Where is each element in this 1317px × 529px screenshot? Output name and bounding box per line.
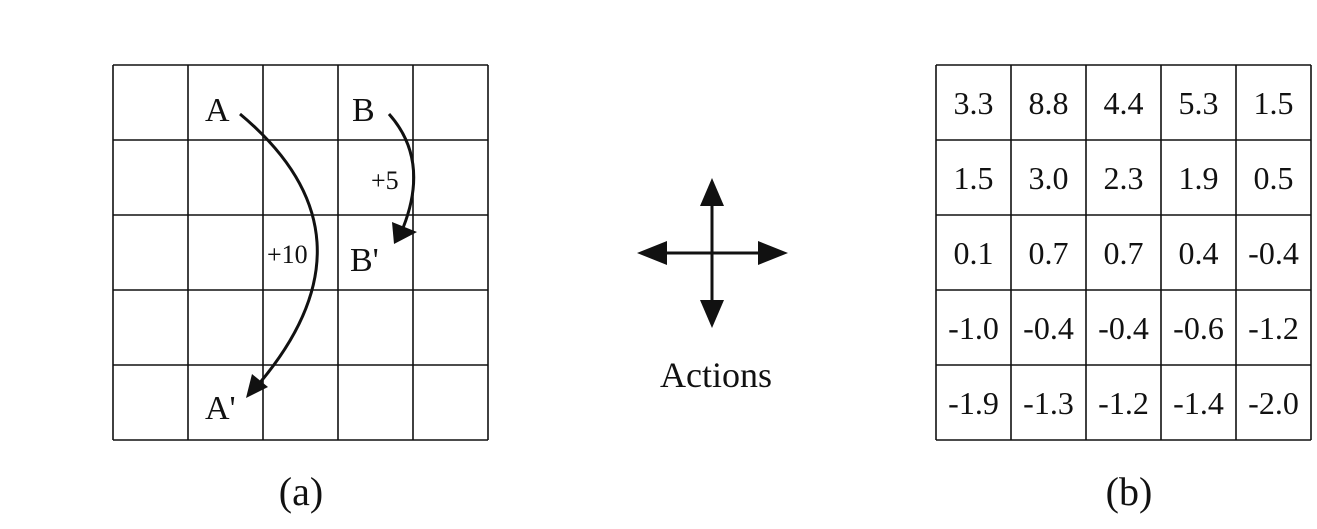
value-cell: 0.7 <box>1029 235 1069 271</box>
value-cell: -1.3 <box>1023 385 1074 421</box>
value-cell: 1.5 <box>954 160 994 196</box>
transition-arrow-a <box>239 112 319 398</box>
value-cell: 3.0 <box>1029 160 1069 196</box>
down-arrow-icon <box>700 300 724 328</box>
state-b-label: B <box>352 92 375 129</box>
actions-compass: Actions <box>637 178 788 395</box>
left-arrow-icon <box>637 241 667 265</box>
value-cell: 0.7 <box>1104 235 1144 271</box>
value-cell: -0.4 <box>1248 235 1299 271</box>
state-a-label: A <box>205 92 230 129</box>
transition-arrow-b <box>387 113 417 244</box>
panel-b-caption: (b) <box>1106 469 1153 514</box>
gridworld-grid <box>112 64 489 441</box>
reward-b-label: +5 <box>371 166 399 195</box>
panel-b: 3.3 8.8 4.4 5.3 1.5 1.5 3.0 2.3 1.9 0.5 0.1 0.7 0.7 0… <box>935 64 1312 514</box>
value-cell: 4.4 <box>1104 85 1144 121</box>
value-cell: -0.4 <box>1023 310 1074 346</box>
value-cell: 3.3 <box>954 85 994 121</box>
state-a-prime-label: A' <box>205 390 236 427</box>
value-cell: -0.6 <box>1173 310 1224 346</box>
value-cell: 0.4 <box>1179 235 1219 271</box>
state-b-prime-label: B' <box>350 242 379 279</box>
value-cell: 8.8 <box>1029 85 1069 121</box>
value-cell: -1.2 <box>1248 310 1299 346</box>
value-grid <box>935 64 1312 441</box>
up-arrow-icon <box>700 178 724 206</box>
value-cell: 2.3 <box>1104 160 1144 196</box>
right-arrow-icon <box>758 241 788 265</box>
reward-a-label: +10 <box>267 240 308 269</box>
value-cell: -1.2 <box>1098 385 1149 421</box>
value-cell: -0.4 <box>1098 310 1149 346</box>
panel-a-caption: (a) <box>279 469 323 514</box>
value-cells: 3.3 8.8 4.4 5.3 1.5 1.5 3.0 2.3 1.9 0.5 0.1 0.7 0.7 0… <box>948 85 1299 421</box>
value-cell: 1.9 <box>1179 160 1219 196</box>
value-cell: -1.4 <box>1173 385 1224 421</box>
value-cell: 0.5 <box>1254 160 1294 196</box>
value-cell: 0.1 <box>954 235 994 271</box>
value-cell: -1.0 <box>948 310 999 346</box>
value-cell: -1.9 <box>948 385 999 421</box>
panel-a: A A' B B' +10 +5 (a) <box>112 64 489 514</box>
value-cell: 1.5 <box>1254 85 1294 121</box>
value-cell: -2.0 <box>1248 385 1299 421</box>
actions-label: Actions <box>660 355 772 395</box>
value-cell: 5.3 <box>1179 85 1219 121</box>
